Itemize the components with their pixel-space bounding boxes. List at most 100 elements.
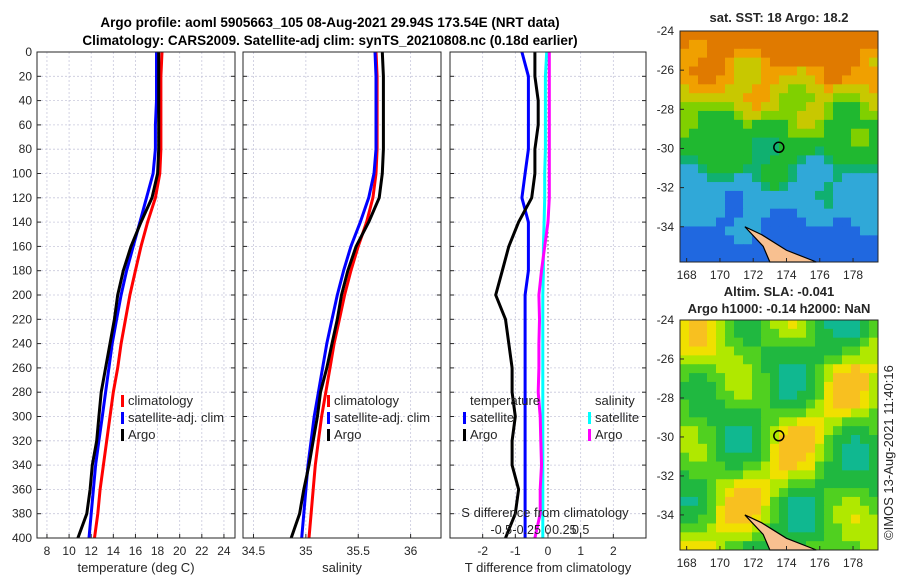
map-cell xyxy=(869,479,879,489)
legend-label: climatology xyxy=(128,393,194,408)
map-cell xyxy=(743,182,753,192)
map-cell xyxy=(833,381,843,392)
map-cell xyxy=(860,128,870,139)
map-cell xyxy=(761,128,771,139)
map-cell xyxy=(797,435,807,445)
map-cell xyxy=(725,235,735,245)
map-cell xyxy=(815,182,825,192)
y-tick-label: 360 xyxy=(12,482,32,496)
map-cell xyxy=(779,75,789,85)
map-cell xyxy=(761,461,771,471)
map-cell xyxy=(716,226,726,236)
map-cell xyxy=(743,217,753,227)
map-cell xyxy=(716,217,726,227)
map-cell xyxy=(752,470,762,480)
map-cell xyxy=(779,328,789,339)
map-cell xyxy=(788,417,798,427)
map-cell xyxy=(689,355,699,365)
map-cell xyxy=(698,452,708,463)
map-cell xyxy=(815,217,825,227)
map-cell xyxy=(761,488,771,498)
lat-tick-label: -26 xyxy=(657,352,675,366)
map-cell xyxy=(824,102,834,112)
map-cell xyxy=(707,93,717,103)
map-cell xyxy=(752,373,762,383)
map-cell xyxy=(824,337,834,348)
map-cell xyxy=(752,102,762,112)
map-cell xyxy=(797,102,807,112)
map-cell xyxy=(716,435,726,445)
map-cell xyxy=(680,146,690,156)
map-cell xyxy=(707,426,717,436)
map-cell xyxy=(788,435,798,445)
map-cell xyxy=(788,102,798,112)
map-cell xyxy=(752,320,762,330)
map-cell xyxy=(851,355,861,365)
map-cell xyxy=(725,146,735,156)
map-cell xyxy=(806,470,816,480)
map-cell xyxy=(689,244,699,254)
map-cell xyxy=(752,435,762,445)
map-cell xyxy=(725,48,735,59)
map-cell xyxy=(860,75,870,85)
map-cell xyxy=(842,461,852,471)
map-cell xyxy=(716,208,726,219)
map-cell xyxy=(761,381,771,392)
legend-label: Argo xyxy=(595,427,622,442)
map-cell xyxy=(743,470,753,480)
map-cell xyxy=(824,217,834,227)
map-cell xyxy=(770,119,780,130)
map-cell xyxy=(869,470,879,480)
map-cell xyxy=(842,381,852,392)
map-cell xyxy=(851,146,861,156)
map-cell xyxy=(806,199,816,210)
y-tick-label: 240 xyxy=(12,337,32,351)
map-cell xyxy=(752,488,762,498)
map-cell xyxy=(689,217,699,227)
map-cell xyxy=(743,66,753,76)
map-cell xyxy=(797,470,807,480)
map-cell xyxy=(833,155,843,165)
map-cell xyxy=(869,48,879,59)
map-cell xyxy=(797,226,807,236)
map-cell xyxy=(707,320,717,330)
map-cell xyxy=(752,119,762,130)
map-cell xyxy=(743,173,753,183)
map-cell xyxy=(815,31,825,41)
map-cell xyxy=(779,373,789,383)
map-cell xyxy=(806,417,816,427)
map-cell xyxy=(779,426,789,436)
map-cell xyxy=(806,208,816,219)
map-cell xyxy=(707,128,717,139)
map-cell xyxy=(716,66,726,76)
map-cell xyxy=(680,253,690,263)
map-cell xyxy=(770,488,780,498)
lon-tick-label: 174 xyxy=(776,268,796,282)
map-cell xyxy=(689,373,699,383)
map-cell xyxy=(779,320,789,330)
map-cell xyxy=(833,199,843,210)
lon-tick-label: 168 xyxy=(677,268,697,282)
lon-tick-label: 170 xyxy=(710,556,730,570)
map-cell xyxy=(761,164,771,174)
map-cell xyxy=(680,110,690,121)
map-cell xyxy=(689,128,699,139)
map-cell xyxy=(707,479,717,489)
map-cell xyxy=(842,128,852,139)
map-cell xyxy=(707,523,717,533)
map-cell xyxy=(680,355,690,365)
map-cell xyxy=(743,381,753,392)
map-cell xyxy=(734,541,744,551)
map-cell xyxy=(788,155,798,165)
map-cell xyxy=(869,182,879,192)
map-cell xyxy=(725,217,735,227)
s-tick-label: 0.25 xyxy=(552,523,576,537)
map-cell xyxy=(707,137,717,147)
map-cell xyxy=(725,199,735,210)
map-cell xyxy=(851,346,861,356)
map-cell xyxy=(689,488,699,498)
map-cell xyxy=(707,173,717,183)
map-cell xyxy=(815,328,825,339)
map-cell xyxy=(752,199,762,210)
map-cell xyxy=(734,390,744,401)
